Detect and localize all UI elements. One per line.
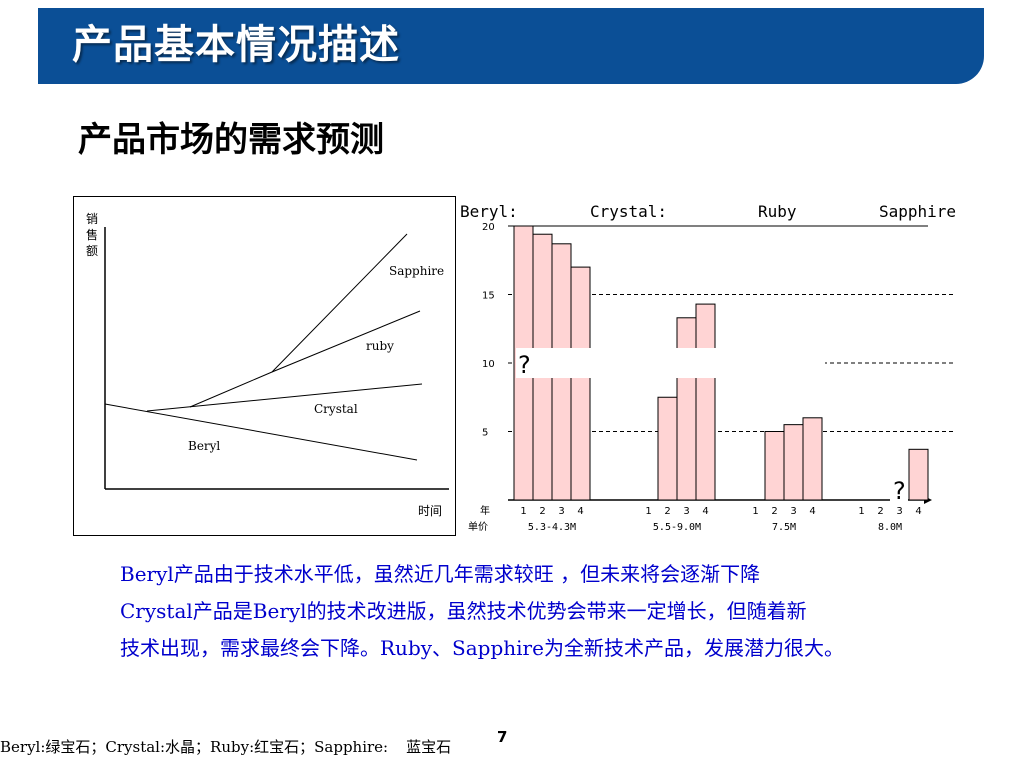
description: Beryl产品由于技术水平低，虽然近几年需求较旺 ，但未来将会逐渐下降 Crys…: [120, 556, 1020, 667]
footnote-tail: 蓝宝石: [406, 738, 452, 756]
bar: [908, 448, 929, 501]
bar-ytick-label: 10: [482, 359, 495, 370]
bar-price-label: 5.5-9.0M: [653, 522, 701, 533]
bar: [570, 266, 591, 501]
bar-year-label: 4: [915, 506, 921, 517]
description-line-3: 技术出现，需求最终会下降。Ruby、Sapphire为全新技术产品，发展潜力很大…: [120, 636, 844, 660]
forecast-bar-chart-panel: 5 10 15 20 1 2 3 4 5.3-4.3M 1 2 3 4 5.5-9.0M 1 2 3 4 7.5M 1…: [458, 196, 978, 542]
bar-year-label: 2: [771, 506, 777, 517]
bar: [676, 317, 697, 501]
bar: [764, 431, 785, 501]
bar-year-label: 1: [858, 506, 864, 517]
bar-row-label-price: 单价: [468, 521, 488, 533]
section-subtitle: 产品市场的需求预测: [78, 120, 384, 160]
page-number: 7: [497, 728, 508, 746]
trend-line-ruby: [189, 310, 421, 408]
footnote: Beryl:绿宝石；Crystal:水晶；Ruby:红宝石；Sapphire: 蓝…: [0, 736, 451, 757]
description-line-1: Beryl产品由于技术水平低，虽然近几年需求较旺 ，但未来将会逐渐下降: [120, 562, 761, 586]
bar-year-label: 3: [896, 506, 902, 517]
trend-chart: 销 售 额 Sapphire ruby Crystal Beryl 时间: [86, 212, 449, 518]
bar-year-label: 3: [683, 506, 689, 517]
question-box-bg: [516, 348, 825, 378]
trend-line-crystal: [146, 383, 423, 412]
trend-ylabel-1: 销: [86, 212, 98, 226]
trend-ylabel-2: 售: [86, 227, 98, 242]
trend-label-ruby: ruby: [366, 339, 394, 353]
bar: [657, 396, 678, 501]
bar-year-label: 1: [645, 506, 651, 517]
bar-year-label: 4: [702, 506, 708, 517]
bar-ytick-label: 15: [482, 291, 495, 302]
bar-year-label: 1: [520, 506, 526, 517]
bar-ytick-label: 5: [482, 428, 488, 439]
question-mark-bg: [517, 348, 533, 378]
bar: [802, 417, 823, 501]
bar-year-label: 4: [809, 506, 815, 517]
trend-line-beryl: [104, 403, 418, 461]
bar: [783, 424, 804, 501]
bar-price-label: 7.5M: [772, 522, 796, 533]
bar-year-label: 2: [539, 506, 545, 517]
bar-ytick-label: 20: [482, 222, 495, 233]
bar-year-label: 2: [877, 506, 883, 517]
bar-price-label: 5.3-4.3M: [528, 522, 576, 533]
footnote-text: Beryl:绿宝石；Crystal:水晶；Ruby:红宝石；Sapphire:: [0, 738, 389, 756]
bar-year-label: 1: [752, 506, 758, 517]
description-line-2: Crystal产品是Beryl的技术改进版，虽然技术优势会带来一定增长，但随着新: [120, 599, 807, 623]
bar-group-header: Crystal:: [590, 202, 667, 221]
bar-price-label: 8.0M: [878, 522, 902, 533]
bar-year-label: 4: [577, 506, 583, 517]
bar: [695, 303, 716, 501]
bar-row-label-year: 年: [480, 504, 490, 517]
bar-year-label: 2: [664, 506, 670, 517]
question-mark: ?: [893, 477, 906, 505]
trend-label-beryl: Beryl: [188, 439, 220, 453]
question-mark-bg: [892, 474, 908, 504]
trend-line-sapphire: [271, 233, 408, 373]
bar-year-label: 3: [558, 506, 564, 517]
trend-chart-panel: 销 售 额 Sapphire ruby Crystal Beryl 时间: [73, 196, 456, 536]
trend-label-crystal: Crystal: [314, 402, 358, 416]
trend-xlabel: 时间: [418, 504, 442, 518]
question-mark: ?: [518, 351, 531, 379]
bar-year-label: 3: [790, 506, 796, 517]
bar-group-header: Sapphire: [879, 202, 956, 221]
page-title: 产品基本情况描述: [72, 22, 400, 68]
trend-label-sapphire: Sapphire: [389, 264, 444, 278]
bar-group-header: Ruby: [758, 202, 797, 221]
title-bar: [38, 8, 984, 84]
bar-group-header: Beryl:: [460, 202, 518, 221]
trend-ylabel-3: 额: [86, 244, 98, 258]
